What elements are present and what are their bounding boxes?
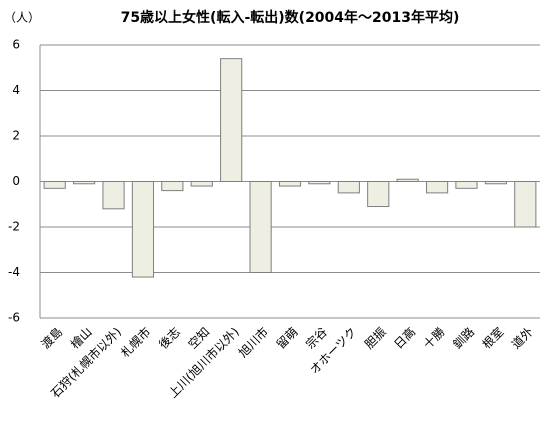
bar [396, 178, 419, 183]
bar [514, 181, 537, 228]
y-tick-label: 6 [12, 38, 20, 52]
x-tick-label: 根室 [479, 324, 507, 352]
y-tick-label: -4 [8, 265, 20, 279]
x-tick-label: 渡島 [38, 324, 66, 352]
x-tick-label: 胆振 [362, 325, 389, 352]
y-tick-label: 2 [12, 129, 20, 143]
x-tick-label: 札幌市 [117, 324, 153, 360]
bar [308, 181, 331, 185]
bar [249, 181, 272, 273]
bar [131, 181, 155, 278]
bar [102, 181, 125, 210]
x-tick-label: 旭川市 [235, 324, 271, 360]
bar [43, 181, 66, 189]
bar [425, 181, 449, 194]
bar [337, 181, 360, 194]
x-tick-label: 後志 [156, 325, 183, 352]
y-tick-label: 0 [12, 174, 20, 188]
chart-title: 75歳以上女性(転入-転出)数(2004年～2013年平均) [121, 9, 460, 26]
y-tick-label: -2 [8, 220, 20, 234]
bar [484, 181, 507, 185]
bar [220, 58, 243, 182]
x-tick-label: 日高 [391, 324, 419, 352]
bar [161, 181, 184, 192]
bar [455, 181, 478, 189]
x-tick-label: 十勝 [420, 324, 448, 352]
bar [190, 181, 213, 187]
y-axis-label: （人） [4, 11, 40, 25]
x-tick-label: 留萌 [274, 325, 301, 352]
y-tick-label: -6 [8, 311, 20, 325]
y-tick-label: 4 [12, 83, 20, 97]
x-tick-label: 道外 [509, 325, 536, 352]
bar [367, 181, 390, 208]
bar [73, 181, 96, 185]
bar [278, 181, 302, 187]
x-tick-label: 釧路 [449, 324, 477, 352]
